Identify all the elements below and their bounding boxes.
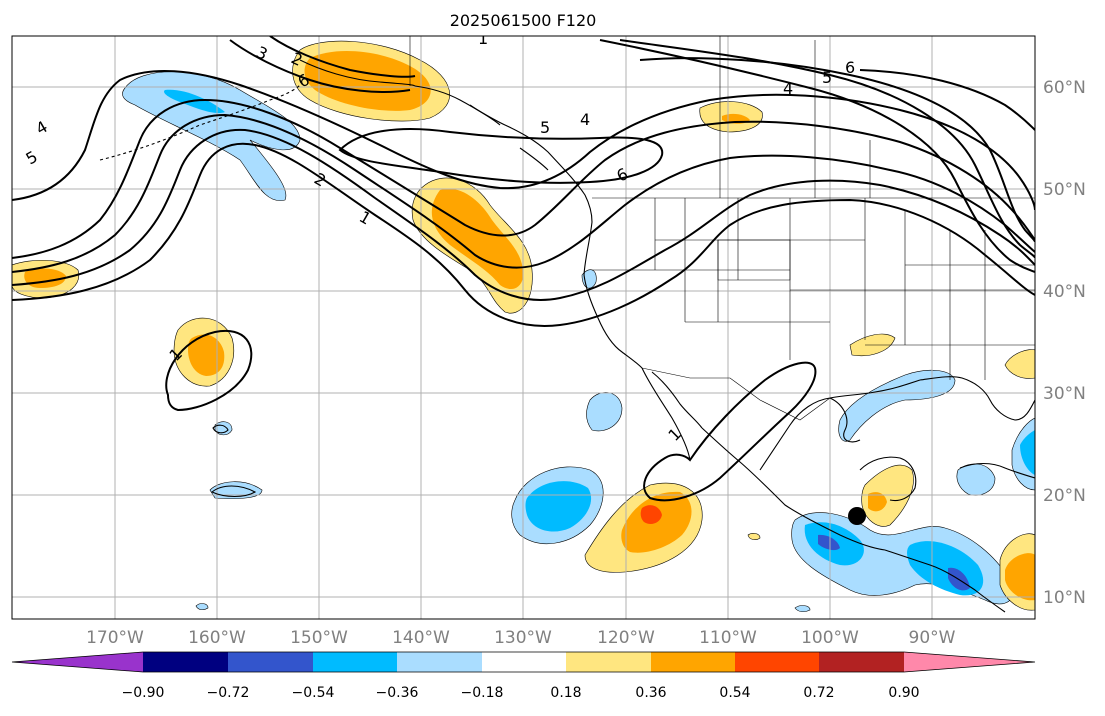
coastlines bbox=[99, 59, 1035, 613]
negative-anomaly-area bbox=[956, 463, 996, 496]
positive-anomaly-area bbox=[747, 533, 761, 540]
contour-line bbox=[619, 39, 1035, 259]
political-borders bbox=[409, 36, 1035, 421]
contour-line bbox=[229, 39, 411, 93]
colorbar-segment bbox=[228, 652, 313, 672]
contour-line bbox=[12, 69, 1035, 211]
colorbar-extend-min bbox=[12, 652, 143, 672]
lon-label: 130°W bbox=[494, 628, 552, 648]
colorbar-tick-label: 0.54 bbox=[719, 685, 750, 701]
negative-anomaly-area bbox=[838, 370, 956, 442]
negative-anomaly-area bbox=[818, 534, 840, 551]
lon-label: 110°W bbox=[699, 628, 757, 648]
lon-label: 100°W bbox=[801, 628, 859, 648]
contour-label: 4 bbox=[580, 110, 590, 129]
colorbar-segment bbox=[819, 652, 904, 672]
contour-line bbox=[859, 69, 1035, 131]
colorbar-segment bbox=[735, 652, 819, 672]
colorbar-outline bbox=[11, 651, 1036, 673]
negative-anomaly-area bbox=[195, 603, 209, 611]
map-title: 2025061500 F120 bbox=[450, 11, 597, 30]
contour-line bbox=[12, 98, 1035, 259]
negative-anomaly-area bbox=[1020, 430, 1035, 475]
contour-label: 1 bbox=[478, 29, 488, 48]
contour-line bbox=[165, 329, 253, 412]
lat-label: 10°N bbox=[1043, 588, 1086, 608]
lon-label: 120°W bbox=[597, 628, 655, 648]
contour-line bbox=[12, 113, 1035, 273]
colorbar-tick-label: −0.90 bbox=[122, 685, 165, 701]
positive-anomaly-area bbox=[640, 505, 662, 524]
contour-line bbox=[12, 128, 1035, 301]
lon-label: 160°W bbox=[188, 628, 246, 648]
positive-anomaly-area bbox=[431, 188, 524, 290]
contour-line bbox=[269, 36, 416, 78]
colorbar-segment bbox=[482, 652, 566, 672]
positive-anomaly-area bbox=[868, 492, 887, 512]
contour-label: 5 bbox=[540, 118, 550, 137]
colorbar-extend-max bbox=[904, 652, 1035, 672]
lat-label: 40°N bbox=[1043, 282, 1086, 302]
colorbar-segment bbox=[566, 652, 651, 672]
colorbar-tick-label: −0.54 bbox=[292, 685, 335, 701]
colorbar-segment bbox=[313, 652, 397, 672]
colorbar-tick-label: 0.36 bbox=[635, 685, 666, 701]
colorbar-tick-label: 0.72 bbox=[803, 685, 834, 701]
lon-label: 170°W bbox=[86, 628, 144, 648]
lat-label: 20°N bbox=[1043, 486, 1086, 506]
contour-lines bbox=[12, 36, 1035, 502]
location-marker bbox=[848, 507, 866, 525]
positive-anomaly-area bbox=[188, 334, 225, 376]
colorbar-segment bbox=[397, 652, 482, 672]
colorbar-tick-label: 0.18 bbox=[550, 685, 581, 701]
contour-line bbox=[338, 128, 664, 184]
colorbar bbox=[11, 651, 1036, 673]
colorbar-tick-label: −0.18 bbox=[461, 685, 504, 701]
colorbar-labels: −0.90 −0.72 −0.54 −0.36 −0.18 0.18 0.36 … bbox=[122, 685, 920, 701]
positive-anomaly-area bbox=[1005, 553, 1035, 601]
lat-label: 60°N bbox=[1043, 78, 1086, 98]
longitude-labels: 170°W 160°W 150°W 140°W 130°W 120°W 110°… bbox=[86, 628, 956, 648]
contour-label: 4 bbox=[783, 79, 793, 98]
lon-label: 150°W bbox=[290, 628, 348, 648]
negative-anomaly-area bbox=[525, 481, 592, 532]
colorbar-segment bbox=[143, 652, 228, 672]
lat-label: 50°N bbox=[1043, 180, 1086, 200]
colorbar-tick-label: −0.36 bbox=[376, 685, 419, 701]
colorbar-tick-label: 0.90 bbox=[888, 685, 919, 701]
map-border bbox=[11, 35, 1036, 620]
contour-line bbox=[639, 57, 1035, 243]
contour-line bbox=[12, 142, 1035, 327]
lon-label: 90°W bbox=[909, 628, 956, 648]
contour-label: 6 bbox=[845, 58, 855, 77]
latitude-labels: 60°N 50°N 40°N 30°N 20°N 10°N bbox=[1043, 78, 1086, 608]
graticule bbox=[12, 36, 1035, 619]
lon-label: 140°W bbox=[392, 628, 450, 648]
lat-label: 30°N bbox=[1043, 384, 1086, 404]
contour-line bbox=[599, 39, 1035, 273]
colorbar-segment bbox=[651, 652, 735, 672]
contour-label: 5 bbox=[822, 68, 832, 87]
positive-anomaly-area bbox=[1004, 349, 1035, 379]
negative-anomaly-area bbox=[794, 605, 811, 613]
contour-line bbox=[643, 361, 817, 502]
colorbar-tick-label: −0.72 bbox=[207, 685, 250, 701]
